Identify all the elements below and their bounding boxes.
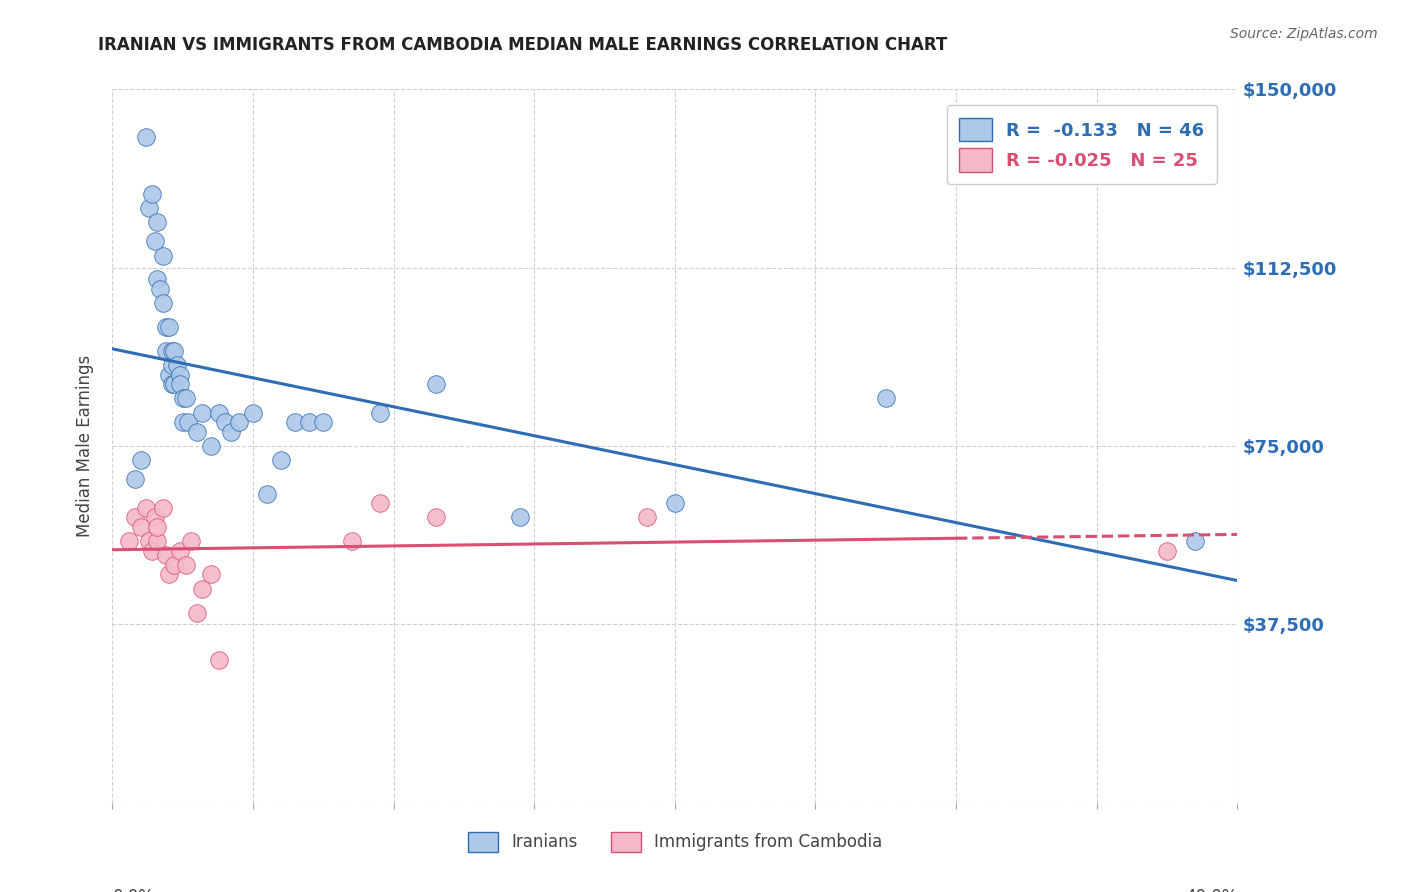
Point — [509, 510, 531, 524]
Point — [157, 567, 180, 582]
Point — [186, 425, 208, 439]
Point — [425, 510, 447, 524]
Point — [284, 415, 307, 429]
Point — [141, 543, 163, 558]
Point — [368, 406, 391, 420]
Point — [200, 439, 222, 453]
Point — [664, 496, 686, 510]
Point — [169, 377, 191, 392]
Point — [135, 500, 157, 515]
Point — [157, 320, 180, 334]
Point — [155, 549, 177, 563]
Point — [169, 543, 191, 558]
Point — [219, 425, 242, 439]
Point — [298, 415, 321, 429]
Point — [180, 534, 202, 549]
Point — [146, 520, 169, 534]
Point — [138, 201, 160, 215]
Point — [177, 415, 200, 429]
Point — [146, 215, 169, 229]
Point — [169, 368, 191, 382]
Point — [152, 500, 174, 515]
Point — [135, 129, 157, 144]
Text: IRANIAN VS IMMIGRANTS FROM CAMBODIA MEDIAN MALE EARNINGS CORRELATION CHART: IRANIAN VS IMMIGRANTS FROM CAMBODIA MEDI… — [98, 36, 948, 54]
Point — [172, 415, 194, 429]
Point — [157, 368, 180, 382]
Point — [875, 392, 897, 406]
Point — [214, 415, 236, 429]
Point — [146, 272, 169, 286]
Point — [368, 496, 391, 510]
Point — [160, 343, 183, 358]
Point — [256, 486, 278, 500]
Point — [174, 558, 197, 572]
Point — [129, 453, 152, 467]
Point — [118, 534, 141, 549]
Point — [1184, 534, 1206, 549]
Point — [146, 534, 169, 549]
Point — [149, 282, 172, 296]
Text: Source: ZipAtlas.com: Source: ZipAtlas.com — [1230, 27, 1378, 41]
Legend: Iranians, Immigrants from Cambodia: Iranians, Immigrants from Cambodia — [461, 825, 889, 859]
Point — [166, 358, 188, 372]
Text: 40.0%: 40.0% — [1185, 888, 1237, 892]
Point — [143, 235, 166, 249]
Point — [141, 186, 163, 201]
Text: 0.0%: 0.0% — [112, 888, 155, 892]
Point — [191, 582, 214, 596]
Y-axis label: Median Male Earnings: Median Male Earnings — [76, 355, 94, 537]
Point — [172, 392, 194, 406]
Point — [228, 415, 250, 429]
Point — [1156, 543, 1178, 558]
Point — [152, 249, 174, 263]
Point — [242, 406, 264, 420]
Point — [124, 472, 146, 486]
Point — [200, 567, 222, 582]
Point — [208, 653, 231, 667]
Point — [138, 534, 160, 549]
Point — [425, 377, 447, 392]
Point — [163, 377, 186, 392]
Point — [155, 343, 177, 358]
Point — [191, 406, 214, 420]
Point — [160, 358, 183, 372]
Point — [186, 606, 208, 620]
Point — [636, 510, 658, 524]
Point — [163, 343, 186, 358]
Point — [270, 453, 292, 467]
Point — [143, 510, 166, 524]
Point — [208, 406, 231, 420]
Point — [129, 520, 152, 534]
Point — [152, 296, 174, 310]
Point — [163, 558, 186, 572]
Point — [340, 534, 363, 549]
Point — [160, 377, 183, 392]
Point — [312, 415, 335, 429]
Point — [155, 320, 177, 334]
Point — [174, 392, 197, 406]
Point — [124, 510, 146, 524]
